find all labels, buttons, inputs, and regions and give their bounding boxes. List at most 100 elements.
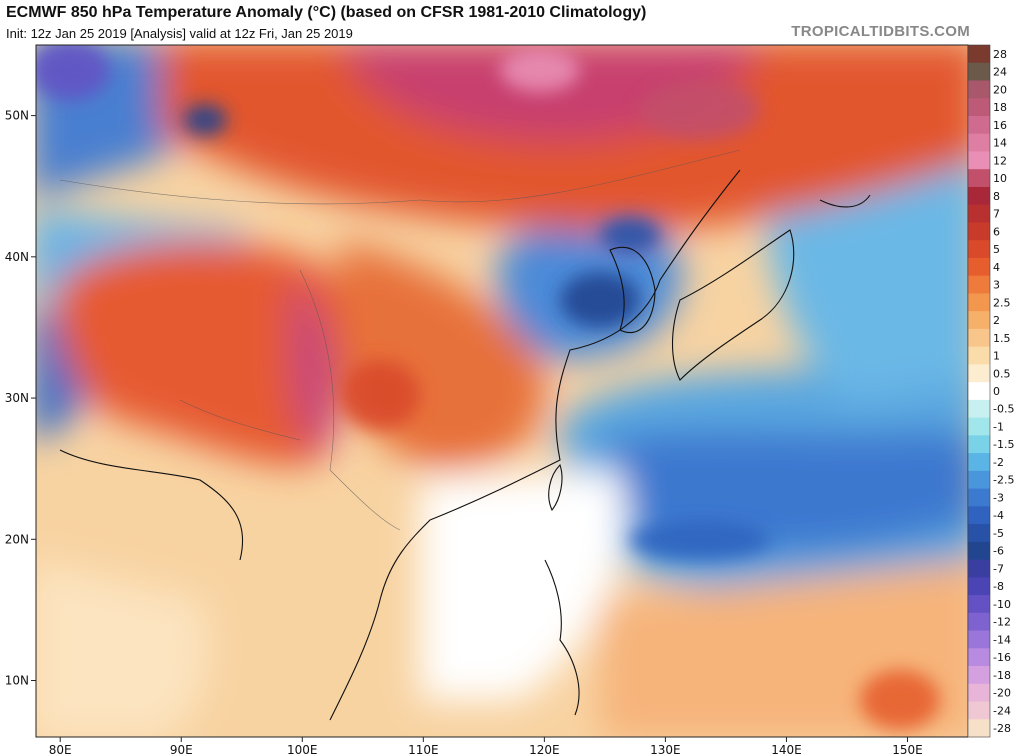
colorbar-label: -8 bbox=[993, 580, 1004, 593]
colorbar-swatch bbox=[968, 506, 990, 525]
colorbar-swatch bbox=[968, 293, 990, 312]
colorbar-swatch bbox=[968, 683, 990, 703]
anomaly-field bbox=[36, 45, 968, 737]
colorbar-swatch bbox=[968, 133, 990, 152]
colorbar-label: -0.5 bbox=[993, 403, 1014, 416]
colorbar-swatch bbox=[968, 257, 990, 277]
colorbar-label: 6 bbox=[993, 225, 1000, 238]
y-tick-label: 10N bbox=[5, 674, 29, 688]
map-title: ECMWF 850 hPa Temperature Anomaly (°C) (… bbox=[6, 4, 647, 21]
x-tick-label: 140E bbox=[771, 743, 802, 756]
colorbar-swatch bbox=[968, 701, 990, 720]
colorbar-swatch bbox=[968, 115, 990, 135]
colorbar-swatch bbox=[968, 45, 990, 64]
colorbar-swatch bbox=[968, 204, 990, 223]
colorbar-swatch bbox=[968, 648, 990, 667]
colorbar-swatch bbox=[968, 435, 990, 454]
colorbar-swatch bbox=[968, 612, 990, 632]
y-tick-label: 30N bbox=[5, 391, 29, 405]
colorbar-label: -7 bbox=[993, 562, 1004, 575]
colorbar-label: 4 bbox=[993, 261, 1000, 274]
colorbar-swatch bbox=[968, 524, 990, 543]
y-tick-label: 40N bbox=[5, 250, 29, 264]
colorbar-label: -1 bbox=[993, 420, 1004, 433]
colorbar-label: -24 bbox=[993, 704, 1011, 717]
colorbar-swatch bbox=[968, 399, 990, 419]
colorbar-label: 24 bbox=[993, 66, 1007, 79]
colorbar-label: 1 bbox=[993, 350, 1000, 363]
colorbar-label: 10 bbox=[993, 172, 1007, 185]
colorbar-label: 1.5 bbox=[993, 332, 1011, 345]
colorbar-swatch bbox=[968, 666, 990, 685]
colorbar-swatch bbox=[968, 222, 990, 241]
x-tick-label: 90E bbox=[170, 743, 193, 756]
colorbar-swatch bbox=[968, 595, 990, 614]
colorbar-label: 2.5 bbox=[993, 296, 1011, 309]
x-tick-label: 150E bbox=[892, 743, 923, 756]
brand-watermark: TROPICALTIDBITS.COM bbox=[791, 23, 970, 40]
x-tick-label: 80E bbox=[49, 743, 72, 756]
colorbar-label: 8 bbox=[993, 190, 1000, 203]
colorbar-label: 3 bbox=[993, 279, 1000, 292]
colorbar-label: -12 bbox=[993, 616, 1011, 629]
x-tick-label: 100E bbox=[287, 743, 318, 756]
colorbar-swatch bbox=[968, 453, 990, 472]
colorbar-label: -28 bbox=[993, 722, 1011, 735]
colorbar-swatch bbox=[968, 275, 990, 294]
colorbar-label: -4 bbox=[993, 509, 1004, 522]
x-tick-label: 110E bbox=[408, 743, 439, 756]
colorbar-swatch bbox=[968, 541, 990, 561]
colorbar-label: -10 bbox=[993, 598, 1011, 611]
colorbar-label: -14 bbox=[993, 633, 1011, 646]
colorbar-label: 7 bbox=[993, 208, 1000, 221]
colorbar-label: 20 bbox=[993, 83, 1007, 96]
colorbar-label: -5 bbox=[993, 527, 1004, 540]
colorbar-label: -2 bbox=[993, 456, 1004, 469]
colorbar-label: -6 bbox=[993, 545, 1004, 558]
colorbar-swatch bbox=[968, 470, 990, 490]
colorbar-label: 12 bbox=[993, 154, 1007, 167]
y-axis: 50N 40N 30N 20N 10N bbox=[5, 109, 36, 688]
colorbar-swatch bbox=[968, 169, 990, 188]
colorbar-label: -16 bbox=[993, 651, 1011, 664]
colorbar-swatch bbox=[968, 719, 990, 738]
colorbar-frame bbox=[967, 44, 991, 738]
colorbar-swatch bbox=[968, 62, 990, 81]
colorbar-label: 5 bbox=[993, 243, 1000, 256]
colorbar-label: -1.5 bbox=[993, 438, 1014, 451]
y-tick-label: 50N bbox=[5, 109, 29, 123]
colorbar-label: -2.5 bbox=[993, 474, 1014, 487]
colorbar-label: -20 bbox=[993, 687, 1011, 700]
y-tick-label: 20N bbox=[5, 532, 29, 546]
colorbar-swatch bbox=[968, 80, 990, 99]
colorbar-swatch bbox=[968, 346, 990, 365]
x-tick-label: 130E bbox=[650, 743, 681, 756]
colorbar-label: -3 bbox=[993, 491, 1004, 504]
coastlines bbox=[59, 169, 871, 721]
colorbar-swatch bbox=[968, 364, 990, 383]
colorbar-swatch bbox=[968, 328, 990, 348]
colorbar-label: 0.5 bbox=[993, 367, 1011, 380]
colorbar-label: 14 bbox=[993, 137, 1007, 150]
colorbar-swatch bbox=[968, 559, 990, 578]
colorbar-swatch bbox=[968, 240, 990, 259]
borders bbox=[59, 149, 741, 531]
x-axis: 80E 90E 100E 110E 120E 130E 140E 150E bbox=[49, 737, 923, 756]
colorbar-swatch bbox=[968, 577, 990, 596]
colorbar-label: 18 bbox=[993, 101, 1007, 114]
colorbar-swatch bbox=[968, 630, 990, 649]
colorbar-swatch bbox=[968, 488, 990, 507]
colorbar-swatch bbox=[968, 151, 990, 170]
colorbar-swatch bbox=[968, 311, 990, 330]
colorbar-swatch bbox=[968, 417, 990, 436]
colorbar-label: 28 bbox=[993, 48, 1007, 61]
colorbar-label: 0 bbox=[993, 385, 1000, 398]
colorbar-swatch bbox=[968, 382, 990, 401]
colorbar-label: 16 bbox=[993, 119, 1007, 132]
colorbar-label: -18 bbox=[993, 669, 1011, 682]
x-tick-label: 120E bbox=[529, 743, 560, 756]
colorbar-label: 2 bbox=[993, 314, 1000, 327]
map-subtitle: Init: 12z Jan 25 2019 [Analysis] valid a… bbox=[6, 26, 353, 41]
colorbar-swatch bbox=[968, 98, 990, 117]
